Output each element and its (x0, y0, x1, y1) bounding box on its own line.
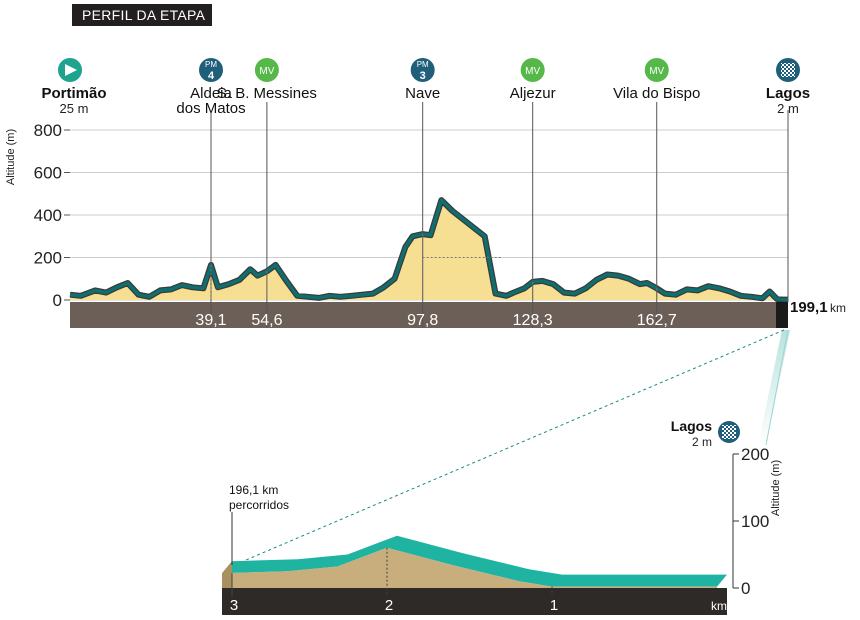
finish-band-end (776, 302, 788, 328)
zoom-finish-altitude: 2 m (692, 435, 712, 449)
zoom-y-tick-label: 0 (741, 579, 750, 598)
climb-badge (410, 58, 435, 82)
point-name: Vila do Bispo (613, 85, 700, 102)
badge-type: MV (649, 66, 664, 77)
sprint-badge (520, 58, 545, 82)
point-km-label: 39,1 (195, 312, 226, 329)
zoom-x-axis-label: km (711, 599, 727, 613)
start-name: Portimão (41, 85, 106, 102)
zoom-x-tick-label: 3 (230, 597, 238, 614)
climb-category: 3 (420, 70, 426, 82)
y-tick-label: 800 (34, 121, 62, 140)
zoom-finish-flag-icon (722, 425, 736, 439)
y-tick-label: 600 (34, 164, 62, 183)
y-tick-label: 200 (34, 249, 62, 268)
profile-line (69, 198, 788, 302)
start-play-icon (65, 64, 77, 76)
zoom-profile-area (222, 547, 717, 588)
zoom-start-note: percorridos (229, 498, 289, 512)
zoom-y-tick-label: 200 (741, 445, 769, 464)
climb-category: 4 (208, 70, 215, 82)
finish-name: Lagos (766, 85, 810, 102)
stage-profile-tag: PERFIL DA ETAPA (72, 4, 212, 26)
point-name: S. B. Messines (217, 85, 317, 102)
zoom-y-axis-label: Altitude (m) (770, 460, 782, 516)
sprint-badge (644, 58, 669, 82)
point-km-label: 128,3 (513, 312, 553, 329)
start-altitude: 25 m (60, 101, 89, 116)
point-name: Aljezur (510, 85, 556, 102)
finish-altitude: 2 m (777, 101, 799, 116)
zoom-x-tick-label: 1 (550, 597, 558, 614)
point-km-label: 54,6 (251, 312, 282, 329)
finish-distance-unit: km (830, 301, 846, 315)
y-axis-label: Altitude (m) (5, 129, 17, 185)
zoom-ground-band (222, 588, 727, 615)
y-tick-label: 0 (53, 291, 62, 310)
sprint-badge (254, 58, 279, 82)
finish-distance: 199,1 (790, 299, 828, 316)
ground-band (70, 302, 788, 328)
point-km-label: 162,7 (637, 312, 677, 329)
zoom-connector (231, 329, 790, 567)
zoom-edge-line (765, 329, 789, 446)
zoom-x-tick-label: 2 (385, 597, 393, 614)
zoom-start-note: 196,1 km (229, 483, 278, 497)
zoom-profile-top (222, 535, 727, 587)
zoom-y-tick-label: 100 (741, 512, 769, 531)
point-name: dos Matos (176, 100, 245, 117)
point-km-label: 97,8 (407, 312, 438, 329)
zoom-dotted-line (231, 329, 785, 567)
y-tick-label: 400 (34, 206, 62, 225)
zoom-profile-side (222, 561, 232, 588)
badge-type: MV (259, 66, 274, 77)
finish-flag-icon (781, 63, 795, 77)
climb-badge (199, 58, 224, 82)
zoom-finish-name: Lagos (671, 418, 712, 434)
point-name: Nave (405, 85, 440, 102)
point-name: Aldeia (190, 85, 232, 102)
page-title: PERFIL DA ETAPA (82, 7, 206, 23)
badge-type: MV (525, 66, 540, 77)
badge-type: PM (205, 60, 217, 69)
badge-type: PM (417, 60, 429, 69)
